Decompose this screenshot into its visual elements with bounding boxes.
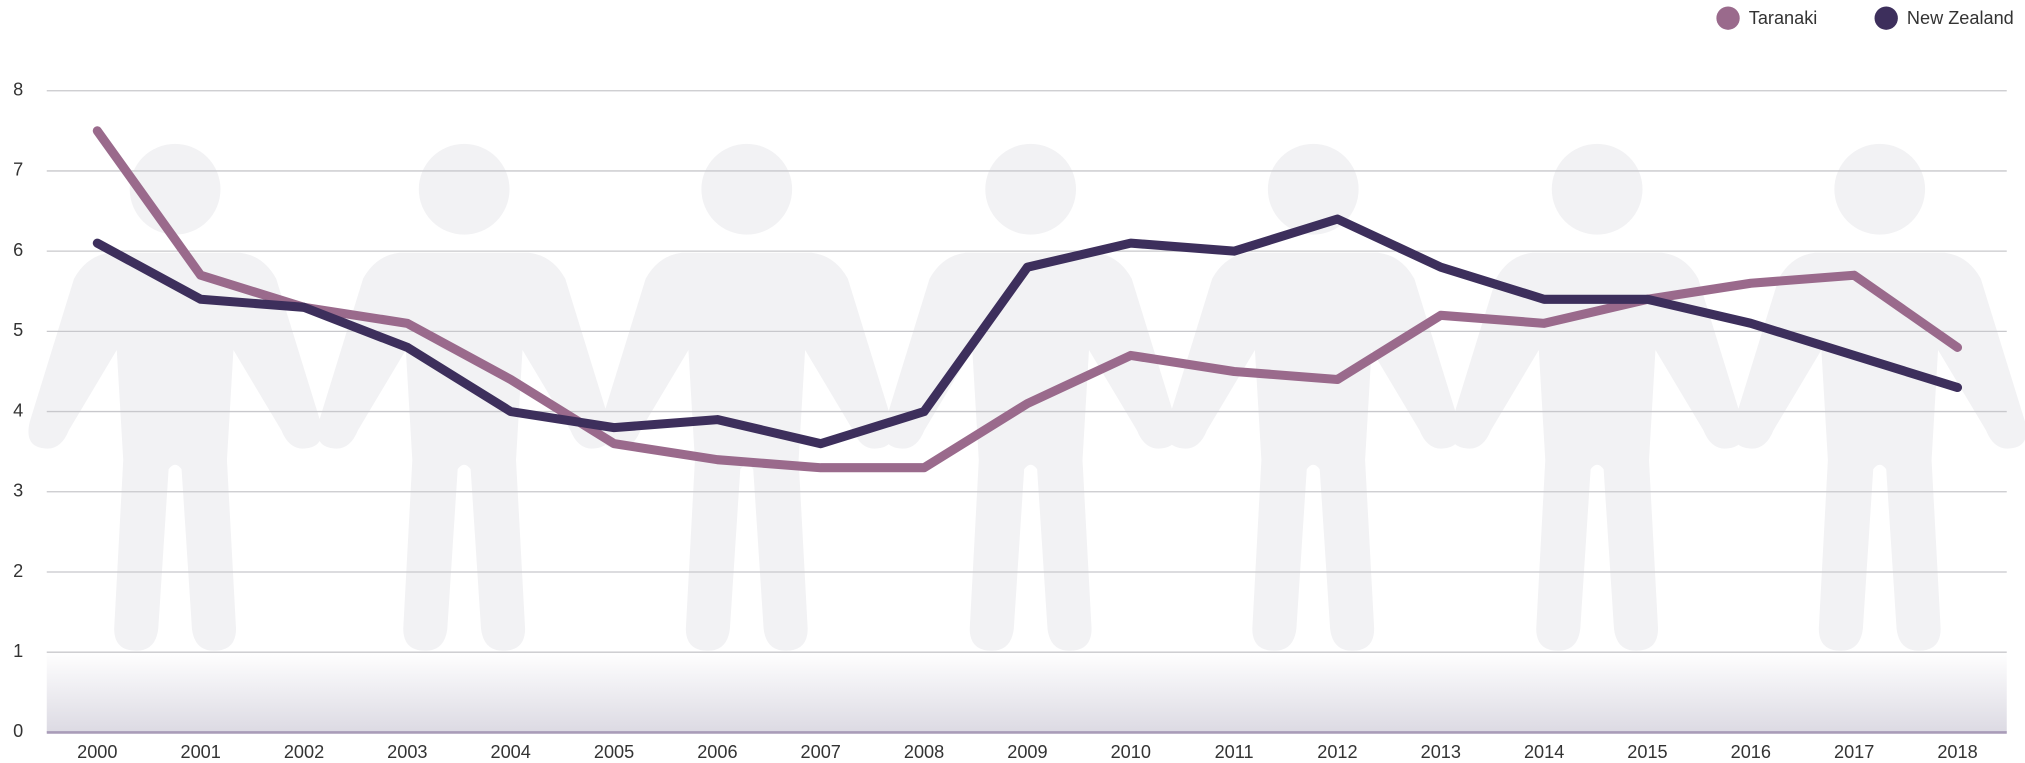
legend: Taranaki New Zealand [1716, 6, 2014, 30]
y-tick-label: 7 [13, 160, 23, 180]
legend-swatch [1874, 6, 1898, 30]
person-figure [600, 143, 894, 651]
x-tick-label: 2003 [387, 742, 427, 762]
x-tick-label: 2014 [1524, 742, 1564, 762]
x-tick-label: 2011 [1215, 742, 1254, 762]
x-tick-label: 2010 [1111, 742, 1151, 762]
x-tick-label: 2015 [1627, 742, 1667, 762]
person-figure [1733, 143, 2025, 651]
x-tick-label: 2007 [801, 742, 841, 762]
y-tick-label: 4 [13, 400, 23, 420]
x-tick-label: 2006 [697, 742, 737, 762]
person-figure [317, 143, 611, 651]
x-tick-label: 2000 [77, 742, 117, 762]
legend-label: New Zealand [1907, 8, 2014, 28]
x-tick-label: 2017 [1834, 742, 1874, 762]
series-line [92, 214, 1963, 449]
x-tick-label: 2009 [1007, 742, 1047, 762]
x-tick-label: 2004 [491, 742, 531, 762]
grid: 0 1 2 3 4 5 6 7 8 2000 2001 2002 2003 2004 2005 2006 200… [13, 80, 2007, 762]
background-figures [28, 143, 2025, 651]
legend-swatch [1716, 6, 1740, 30]
x-tick-label: 2013 [1421, 742, 1461, 762]
x-tick-label: 2002 [284, 742, 324, 762]
x-tick-label: 2018 [1937, 742, 1977, 762]
legend-label: Taranaki [1749, 8, 1818, 28]
y-tick-label: 2 [13, 561, 23, 581]
x-tick-label: 2012 [1317, 742, 1357, 762]
person-figure [28, 143, 322, 651]
y-tick-label: 0 [13, 721, 23, 741]
x-tick-label: 2005 [594, 742, 634, 762]
person-figure [1166, 143, 1460, 651]
y-tick-label: 3 [13, 481, 23, 501]
x-tick-label: 2001 [180, 742, 220, 762]
x-tick-label: 2016 [1731, 742, 1771, 762]
y-tick-label: 6 [13, 240, 23, 260]
y-tick-label: 1 [13, 641, 23, 661]
x-tick-label: 2008 [904, 742, 944, 762]
y-tick-label: 5 [13, 320, 23, 340]
bottom-band [46, 652, 2007, 733]
person-figure [1450, 143, 1744, 651]
plot [92, 126, 1963, 473]
y-tick-label: 8 [13, 80, 23, 100]
